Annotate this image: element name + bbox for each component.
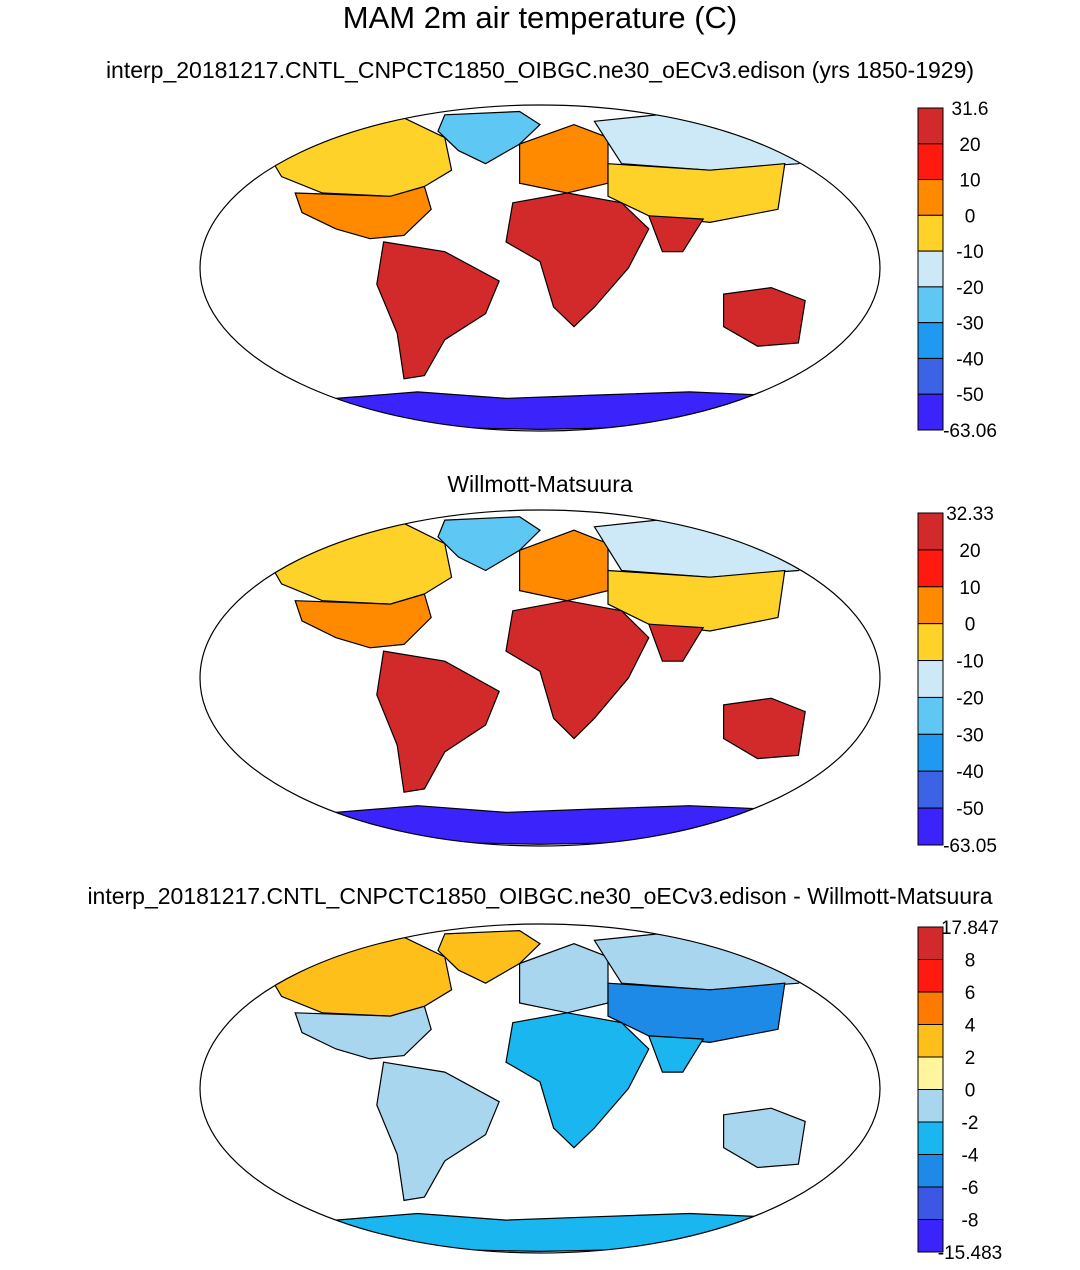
region-united-states bbox=[294, 593, 432, 649]
region-united-states bbox=[294, 185, 432, 240]
region-antarctica bbox=[314, 1212, 787, 1253]
panel-1-title: interp_20181217.CNTL_CNPCTC1850_OIBGC.ne… bbox=[105, 57, 975, 83]
colorbar-segment bbox=[917, 770, 944, 809]
colorbar-segment bbox=[917, 143, 944, 181]
colorbar-tick-label: 10 bbox=[959, 171, 980, 192]
colorbar-segment bbox=[917, 512, 944, 551]
colorbar-tick-label: 20 bbox=[959, 135, 980, 156]
region-greenland bbox=[437, 516, 541, 572]
region-africa bbox=[505, 600, 650, 740]
region-south-america bbox=[376, 241, 500, 380]
panel-3-title: interp_20181217.CNTL_CNPCTC1850_OIBGC.ne… bbox=[87, 883, 993, 909]
colorbar-tick-label: 6 bbox=[965, 983, 976, 1004]
colorbar-segment bbox=[917, 586, 944, 625]
region-central-asia bbox=[607, 163, 786, 224]
colorbar-segment bbox=[917, 623, 944, 662]
colorbar-segment bbox=[917, 1219, 944, 1253]
colorbar-tick-label: 31.6 bbox=[952, 99, 989, 120]
colorbar-tick-label: -2 bbox=[962, 1113, 979, 1134]
region-greenland bbox=[437, 110, 541, 165]
colorbar-segment bbox=[917, 322, 944, 359]
colorbar-segment bbox=[917, 1154, 944, 1188]
colorbar-tick-label: 0 bbox=[965, 1081, 976, 1102]
colorbar-tick-label: -20 bbox=[956, 278, 983, 299]
colorbar-segment bbox=[917, 807, 944, 846]
difference-temperature-map: 17.847 8 6 4 2 0 -2 -4 -6 -8 -15.483 bbox=[199, 918, 1002, 1264]
colorbar-segment bbox=[917, 1056, 944, 1090]
figure-title: MAM 2m air temperature (C) bbox=[342, 0, 738, 35]
colorbar-segment bbox=[917, 926, 944, 960]
colorbar-segment bbox=[917, 1121, 944, 1155]
region-india bbox=[647, 623, 705, 662]
map-border bbox=[199, 104, 881, 432]
colorbar: 32.33 20 10 0 -10 -20 -30 -40 -50 -63.05 bbox=[917, 504, 997, 857]
region-south-america bbox=[376, 1061, 500, 1202]
region-antarctica bbox=[314, 805, 787, 845]
panel-2-title: Willmott-Matsuura bbox=[447, 471, 633, 497]
colorbar-tick-label: -10 bbox=[956, 652, 983, 673]
colorbar-tick-label: -30 bbox=[956, 725, 983, 746]
map-border bbox=[199, 509, 881, 847]
colorbar-tick-label: -63.06 bbox=[943, 421, 997, 442]
model-temperature-map: 31.6 20 10 0 -10 -20 -30 -40 -50 -63.06 bbox=[199, 99, 997, 442]
colorbar-segment bbox=[917, 696, 944, 735]
region-united-states bbox=[294, 1005, 432, 1060]
colorbar-tick-label: 17.847 bbox=[941, 918, 999, 939]
region-africa bbox=[505, 192, 650, 328]
colorbar-segment bbox=[917, 179, 944, 216]
colorbar-tick-label: -50 bbox=[956, 385, 983, 406]
colorbar-tick-label: 8 bbox=[965, 951, 976, 972]
colorbar-tick-label: 20 bbox=[959, 541, 980, 562]
region-greenland bbox=[437, 929, 541, 984]
colorbar-segment bbox=[917, 357, 944, 395]
colorbar-tick-label: 32.33 bbox=[946, 504, 994, 525]
colorbar-segment bbox=[917, 1186, 944, 1220]
colorbar-tick-label: -30 bbox=[956, 314, 983, 335]
colorbar-segment bbox=[917, 286, 944, 324]
colorbar: 31.6 20 10 0 -10 -20 -30 -40 -50 -63.06 bbox=[917, 99, 997, 442]
colorbar-tick-label: -20 bbox=[956, 688, 983, 709]
region-central-asia bbox=[607, 982, 786, 1044]
colorbar-tick-label: -4 bbox=[962, 1146, 979, 1167]
colorbar-tick-label: 10 bbox=[959, 578, 980, 599]
colorbar-segment bbox=[917, 1089, 944, 1123]
colorbar-segment bbox=[917, 959, 944, 993]
colorbar-tick-label: 0 bbox=[965, 615, 976, 636]
colorbar-segment bbox=[917, 991, 944, 1025]
region-australia bbox=[722, 1107, 806, 1169]
region-central-asia bbox=[607, 569, 786, 632]
colorbar-segment bbox=[917, 549, 944, 588]
colorbar-segment bbox=[917, 107, 944, 145]
map-border bbox=[199, 923, 881, 1254]
colorbar-segment bbox=[917, 1024, 944, 1058]
colorbar: 17.847 8 6 4 2 0 -2 -4 -6 -8 -15.483 bbox=[917, 918, 1002, 1264]
colorbar-tick-label: -6 bbox=[962, 1178, 979, 1199]
colorbar-tick-label: -50 bbox=[956, 799, 983, 820]
colorbar-segment bbox=[917, 660, 944, 698]
colorbar-segment bbox=[917, 214, 944, 252]
region-australia bbox=[722, 286, 806, 347]
colorbar-tick-label: -40 bbox=[956, 762, 983, 783]
colorbar-segment bbox=[917, 250, 944, 288]
region-antarctica bbox=[314, 391, 787, 431]
colorbar-tick-label: -40 bbox=[956, 349, 983, 370]
colorbar-segment bbox=[917, 393, 944, 431]
region-india bbox=[647, 1035, 705, 1073]
region-australia bbox=[722, 697, 806, 760]
colorbar-tick-label: 2 bbox=[965, 1048, 976, 1069]
colorbar-tick-label: 4 bbox=[965, 1016, 976, 1037]
colorbar-segment bbox=[917, 733, 944, 772]
colorbar-tick-label: -8 bbox=[962, 1211, 979, 1232]
region-south-america bbox=[376, 650, 500, 793]
colorbar-tick-label: -15.483 bbox=[938, 1243, 1002, 1264]
region-africa bbox=[505, 1012, 650, 1149]
region-india bbox=[647, 215, 705, 253]
observed-temperature-map: 32.33 20 10 0 -10 -20 -30 -40 -50 -63.05 bbox=[199, 504, 997, 857]
colorbar-tick-label: -63.05 bbox=[943, 836, 997, 857]
colorbar-tick-label: 0 bbox=[965, 206, 976, 227]
colorbar-tick-label: -10 bbox=[956, 242, 983, 263]
